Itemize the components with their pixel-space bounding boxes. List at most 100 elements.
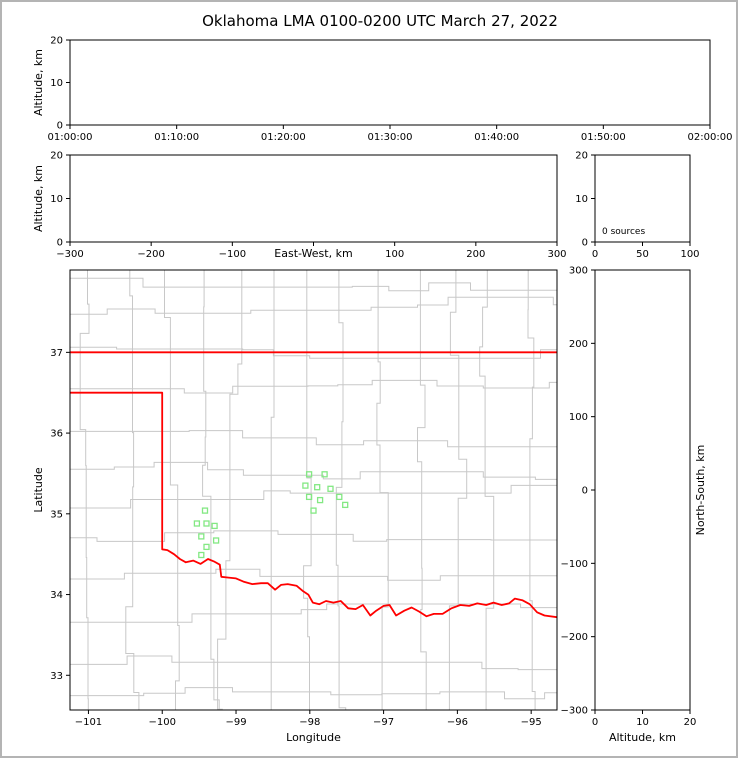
x-tick-label: 0 [592, 717, 598, 728]
county-line [448, 270, 468, 710]
source-marker [193, 520, 201, 527]
altitude-vs-time-plot-area [70, 40, 710, 125]
source-marker [203, 543, 210, 551]
map-content [70, 270, 557, 710]
x-tick-label: −100 [149, 717, 176, 728]
altitude-vs-east-west-plot-area [70, 155, 557, 242]
x-tick-label: 200 [466, 249, 485, 260]
source-marker [201, 507, 209, 514]
state-border-red-river [70, 391, 557, 619]
x-tick-label: 01:40:00 [474, 132, 519, 143]
source-marker [302, 482, 309, 489]
plan-view-map-xlabel: Longitude [286, 731, 341, 744]
county-line [70, 530, 557, 542]
source-marker [327, 485, 334, 492]
x-tick-label: −99 [225, 717, 246, 728]
x-tick-label: 01:00:00 [48, 132, 93, 143]
county-line [527, 270, 536, 710]
y-tick-label: 0 [582, 238, 588, 249]
x-tick-label: −96 [447, 717, 468, 728]
altitude-vs-east-west-panel: −300 −200 −100 100 200 300 0 10 20 East-West, km A… [32, 151, 567, 261]
county-line [335, 270, 347, 710]
x-tick-label: −98 [299, 717, 320, 728]
county-line [79, 270, 90, 710]
county-line [70, 484, 557, 509]
y-tick-label: 33 [50, 671, 63, 682]
county-line [70, 687, 557, 700]
county-line [70, 277, 557, 292]
x-tick-label: −97 [373, 717, 394, 728]
source-marker [321, 471, 328, 478]
y-tick-label: −200 [561, 632, 588, 643]
figure-title: Oklahoma LMA 0100-0200 UTC March 27, 202… [202, 12, 558, 30]
county-line [164, 270, 180, 710]
y-tick-label: 20 [50, 36, 63, 47]
county-line [70, 296, 557, 315]
y-tick-label: 0 [582, 486, 588, 497]
plan-view-map-ylabel: Latitude [32, 467, 45, 513]
y-tick-label: 100 [569, 412, 588, 423]
county-line [70, 603, 557, 623]
lma-sources [193, 471, 349, 559]
y-tick-label: 10 [575, 194, 588, 205]
source-marker [198, 533, 205, 540]
county-line [70, 461, 557, 480]
y-tick-label: 10 [50, 78, 63, 89]
altitude-vs-east-west-xlabel: East-West, km [274, 247, 352, 260]
y-tick-label: 0 [57, 238, 63, 249]
y-tick-label: 36 [50, 429, 63, 440]
x-tick-label: 0 [592, 249, 598, 260]
county-line [70, 568, 557, 581]
county-boundaries [70, 270, 557, 710]
altitude-vs-north-south-ylabel: North-South, km [694, 445, 707, 536]
county-line [376, 270, 389, 710]
county-line [417, 270, 427, 710]
panels: 01:00:00 01:10:00 01:20:00 01:30:00 01:40:00… [32, 36, 732, 745]
county-line [70, 379, 557, 394]
x-tick-label: 300 [547, 249, 566, 260]
altitude-vs-time-ylabel: Altitude, km [32, 49, 45, 116]
x-tick-label: 02:00:00 [688, 132, 733, 143]
plan-view-map-panel: −101 −100 −99 −98 −97 −96 −95 33 34 35 36 37 Longitu… [32, 269, 558, 744]
source-marker [212, 537, 220, 544]
county-line [479, 270, 495, 710]
x-tick-label: 01:30:00 [368, 132, 413, 143]
x-tick-label: −95 [521, 717, 542, 728]
y-tick-label: 37 [50, 348, 63, 359]
x-tick-label: 10 [636, 717, 649, 728]
source-marker [211, 522, 218, 530]
source-count-annotation: 0 sources [602, 227, 645, 237]
y-tick-label: 34 [50, 590, 63, 601]
y-tick-label: 20 [50, 151, 63, 162]
x-tick-label: 01:20:00 [261, 132, 306, 143]
y-tick-label: 35 [50, 509, 63, 520]
source-marker [203, 520, 210, 527]
x-tick-label: −300 [56, 249, 83, 260]
x-tick-label: 01:10:00 [154, 132, 199, 143]
x-tick-label: 20 [684, 717, 697, 728]
source-marker [314, 484, 321, 491]
county-line [217, 270, 243, 710]
source-marker [198, 551, 205, 559]
y-tick-label: 200 [569, 339, 588, 350]
x-tick-label: 100 [680, 249, 699, 260]
x-tick-label: 01:50:00 [581, 132, 626, 143]
county-line [303, 270, 312, 710]
source-marker [305, 471, 313, 478]
y-tick-label: 10 [50, 194, 63, 205]
source-marker [310, 507, 317, 514]
source-marker [336, 493, 343, 501]
source-marker [342, 501, 349, 509]
altitude-vs-north-south-xlabel: Altitude, km [609, 731, 676, 744]
y-tick-label: 0 [57, 121, 63, 132]
altitude-vs-north-south-plot-area [595, 270, 690, 710]
altitude-vs-north-south-panel: 0 10 20 −300 −200 −100 0 100 200 300 Altitude, km N… [561, 266, 707, 745]
x-tick-label: −200 [137, 249, 164, 260]
county-line [70, 346, 557, 359]
source-marker [316, 496, 324, 504]
plan-view-map-frame [69, 269, 558, 711]
altitude-vs-east-west-ylabel: Altitude, km [32, 165, 45, 232]
county-line [270, 270, 275, 710]
